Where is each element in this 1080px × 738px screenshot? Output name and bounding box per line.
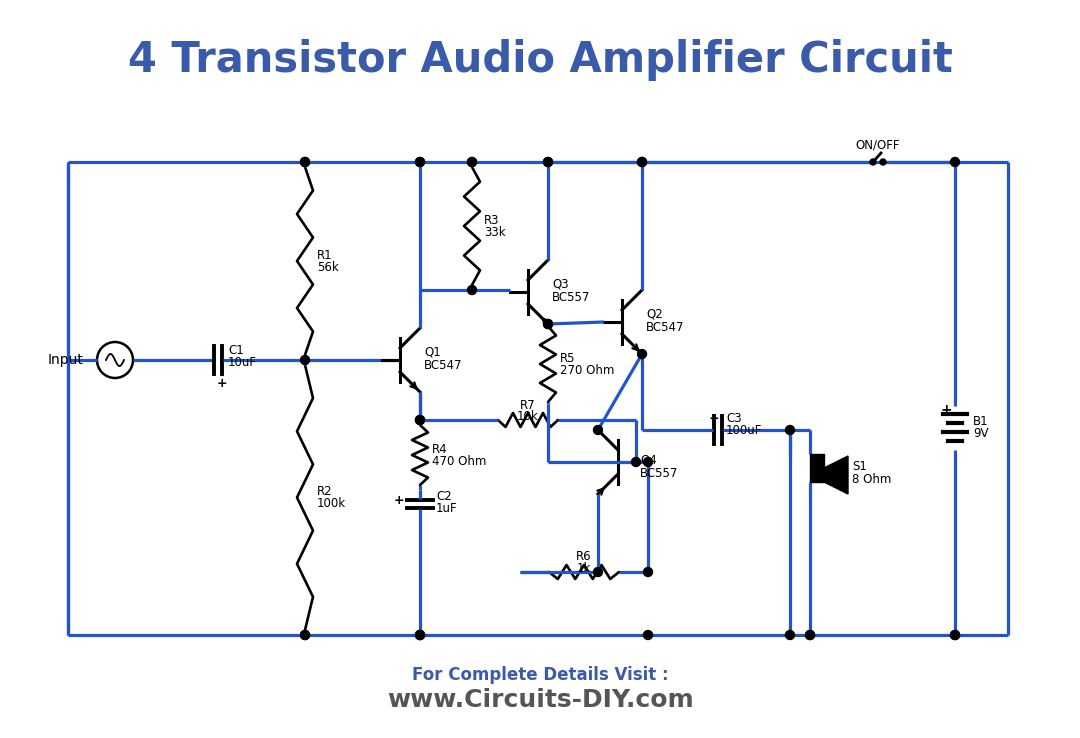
Text: R6: R6 (577, 551, 592, 564)
Circle shape (416, 157, 424, 167)
Polygon shape (824, 456, 848, 494)
Text: 9V: 9V (973, 427, 988, 440)
Circle shape (632, 458, 640, 466)
Circle shape (300, 157, 310, 167)
Text: BC547: BC547 (424, 359, 462, 371)
Text: R3: R3 (484, 213, 500, 227)
Circle shape (806, 630, 814, 640)
Text: +: + (941, 403, 951, 417)
Circle shape (300, 356, 310, 365)
Circle shape (416, 157, 424, 167)
Circle shape (416, 630, 424, 640)
Text: R1: R1 (318, 249, 333, 261)
Text: 270 Ohm: 270 Ohm (561, 364, 615, 376)
Text: R7: R7 (521, 399, 536, 412)
Circle shape (870, 159, 876, 165)
Text: 470 Ohm: 470 Ohm (432, 455, 486, 467)
Circle shape (644, 458, 652, 466)
Text: BC547: BC547 (646, 320, 685, 334)
Text: Q2: Q2 (646, 308, 663, 320)
Circle shape (300, 630, 310, 640)
Text: C3: C3 (726, 412, 742, 424)
Circle shape (543, 320, 553, 328)
Text: 10uF: 10uF (228, 356, 257, 368)
Text: 100k: 100k (318, 497, 346, 510)
Text: 8 Ohm: 8 Ohm (852, 472, 891, 486)
Text: BC557: BC557 (552, 291, 591, 303)
Text: C2: C2 (436, 489, 451, 503)
Circle shape (950, 157, 959, 167)
Circle shape (644, 568, 652, 576)
Circle shape (543, 157, 553, 167)
Text: Q1: Q1 (424, 345, 441, 359)
Text: 100uF: 100uF (726, 424, 762, 436)
Text: C1: C1 (228, 343, 244, 356)
Text: BC557: BC557 (640, 466, 678, 480)
Text: 1k: 1k (577, 562, 591, 574)
Circle shape (416, 415, 424, 424)
Circle shape (543, 320, 553, 328)
Text: R4: R4 (432, 443, 447, 455)
Text: For Complete Details Visit :: For Complete Details Visit : (411, 666, 669, 684)
Text: Q3: Q3 (552, 277, 569, 291)
Circle shape (950, 630, 959, 640)
Circle shape (950, 630, 959, 640)
Bar (810, 454, 824, 482)
Text: Input: Input (48, 353, 83, 367)
Circle shape (543, 157, 553, 167)
Circle shape (785, 426, 795, 435)
Circle shape (416, 415, 424, 424)
Text: B1: B1 (973, 415, 988, 427)
Text: R2: R2 (318, 485, 333, 498)
Circle shape (594, 568, 603, 576)
Text: +: + (708, 412, 719, 425)
Circle shape (637, 350, 647, 359)
Circle shape (416, 630, 424, 640)
Circle shape (468, 157, 476, 167)
Text: Q4: Q4 (640, 453, 657, 466)
Circle shape (880, 159, 886, 165)
Text: 4 Transistor Audio Amplifier Circuit: 4 Transistor Audio Amplifier Circuit (127, 39, 953, 81)
Circle shape (637, 157, 647, 167)
Circle shape (785, 630, 795, 640)
Circle shape (468, 157, 476, 167)
Circle shape (300, 630, 310, 640)
Circle shape (806, 630, 814, 640)
Circle shape (637, 157, 647, 167)
Circle shape (300, 157, 310, 167)
Circle shape (416, 630, 424, 640)
Text: +: + (217, 377, 227, 390)
Text: 33k: 33k (484, 226, 505, 238)
Circle shape (594, 426, 603, 435)
Text: www.Circuits-DIY.com: www.Circuits-DIY.com (387, 688, 693, 712)
Text: R5: R5 (561, 351, 576, 365)
Text: 10k: 10k (517, 410, 539, 422)
Circle shape (468, 286, 476, 294)
Text: +: + (393, 494, 404, 506)
Text: 1uF: 1uF (436, 502, 458, 514)
Text: ON/OFF: ON/OFF (855, 139, 901, 151)
Circle shape (644, 630, 652, 640)
Text: 56k: 56k (318, 261, 339, 274)
Text: S1: S1 (852, 460, 867, 472)
